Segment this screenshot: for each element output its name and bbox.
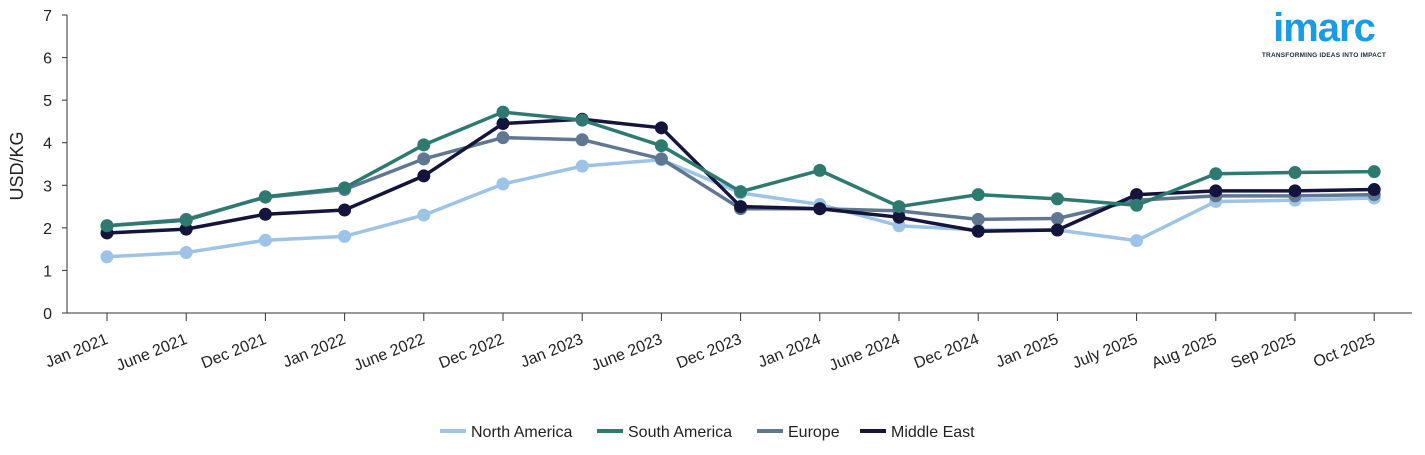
y-tick-label: 2 [43, 221, 52, 238]
x-tick-label: June 2023 [589, 331, 665, 375]
x-tick-label: Oct 2025 [1311, 331, 1378, 371]
x-tick-label: Jan 2022 [281, 331, 349, 371]
data-point [417, 152, 431, 166]
y-tick-label: 3 [43, 178, 52, 195]
data-point [971, 188, 985, 202]
y-tick-label: 0 [43, 306, 52, 323]
data-point [575, 113, 589, 127]
data-point [1130, 234, 1144, 248]
legend-label: Middle East [891, 424, 975, 441]
x-tick-label: July 2025 [1070, 331, 1140, 372]
data-point [892, 210, 906, 224]
data-point [1130, 188, 1144, 202]
data-point [654, 139, 668, 153]
legend-item: Europe [757, 424, 840, 441]
data-point [1367, 183, 1381, 197]
series-europe [100, 131, 1381, 233]
y-tick-label: 7 [43, 8, 52, 25]
data-point [179, 246, 193, 260]
data-point [1050, 223, 1064, 237]
logo-tagline: TRANSFORMING IDEAS INTO IMPACT [1261, 52, 1387, 59]
legend-item: South America [597, 424, 732, 441]
legend-item: Middle East [860, 424, 975, 441]
data-point [179, 213, 193, 227]
series-south-america [100, 105, 1381, 233]
data-point [417, 169, 431, 183]
data-point [1050, 211, 1064, 225]
legend-item: North America [440, 424, 572, 441]
x-tick-label: Jan 2024 [756, 331, 824, 371]
data-point [179, 222, 193, 236]
y-axis-label: USD/KG [7, 131, 27, 200]
data-point [813, 202, 827, 216]
data-point [654, 152, 668, 166]
data-point [1209, 184, 1223, 198]
data-point [1130, 198, 1144, 212]
data-point [496, 117, 510, 131]
data-point [1050, 192, 1064, 206]
x-tick-label: Dec 2023 [674, 331, 744, 372]
series-middle-east [100, 112, 1381, 240]
data-point [1288, 184, 1302, 198]
data-point [258, 207, 272, 221]
data-point [417, 208, 431, 222]
x-tick-label: Jan 2023 [518, 331, 586, 371]
data-point [496, 131, 510, 145]
x-tick-label: Dec 2024 [912, 331, 982, 372]
legend-label: North America [471, 424, 572, 441]
x-tick-label: Dec 2022 [437, 331, 507, 372]
data-point [417, 138, 431, 152]
data-point [892, 200, 906, 214]
data-point [338, 181, 352, 195]
data-point [1367, 165, 1381, 179]
data-point [338, 203, 352, 217]
data-point [654, 121, 668, 135]
x-tick-label: Aug 2025 [1149, 331, 1219, 372]
data-point [258, 233, 272, 247]
y-axis: 0 1 2 3 4 5 6 7 [43, 8, 68, 323]
data-point [100, 219, 114, 233]
data-point [813, 163, 827, 177]
series-layer [100, 105, 1381, 264]
x-tick-label: Jan 2025 [993, 331, 1061, 371]
data-point [1288, 166, 1302, 180]
y-tick-label: 4 [43, 136, 52, 153]
x-tick-label: June 2021 [114, 331, 190, 375]
x-tick-label: Dec 2021 [199, 331, 269, 372]
data-point [575, 133, 589, 147]
x-tick-label: June 2022 [352, 331, 428, 375]
x-tick-label: Sep 2025 [1229, 331, 1299, 372]
data-point [496, 105, 510, 119]
data-point [1209, 167, 1223, 181]
data-point [258, 190, 272, 204]
data-point [575, 159, 589, 173]
data-point [971, 212, 985, 226]
data-point [734, 200, 748, 214]
x-tick-label: Jan 2021 [43, 331, 111, 371]
x-axis: Jan 2021 June 2021 Dec 2021 Jan 2022 June 20… [43, 312, 1412, 375]
imarc-logo: imarc TRANSFORMING IDEAS INTO IMPACT [1254, 6, 1394, 59]
legend: North America South America Europe Middle E… [440, 424, 975, 441]
data-point [971, 224, 985, 238]
data-point [496, 177, 510, 191]
data-point [100, 250, 114, 264]
legend-label: Europe [788, 424, 840, 441]
x-tick-label: June 2024 [827, 331, 903, 375]
data-point [734, 185, 748, 199]
legend-label: South America [628, 424, 732, 441]
y-tick-label: 5 [43, 93, 52, 110]
data-point [338, 229, 352, 243]
y-tick-label: 1 [43, 263, 52, 280]
y-tick-label: 6 [43, 51, 52, 68]
logo-wordmark: imarc [1273, 6, 1376, 50]
